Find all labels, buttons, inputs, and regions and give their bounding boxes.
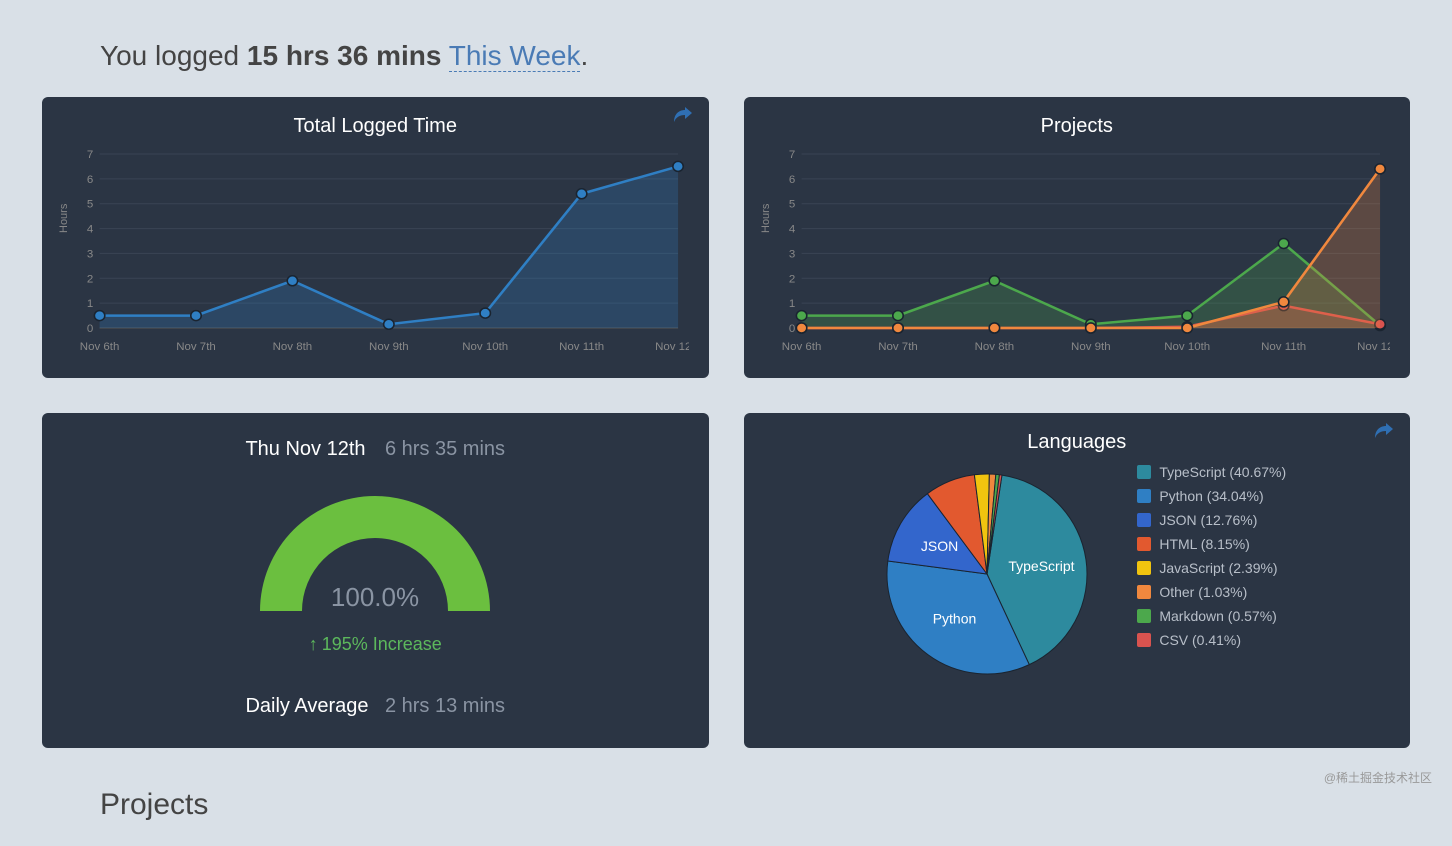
legend-label: Markdown (0.57%)	[1159, 608, 1277, 624]
legend-label: JSON (12.76%)	[1159, 512, 1257, 528]
svg-text:2: 2	[788, 273, 794, 285]
legend-label: JavaScript (2.39%)	[1159, 560, 1277, 576]
svg-text:Python: Python	[933, 610, 977, 626]
y-axis-label: Hours	[760, 204, 772, 233]
svg-text:Nov 9th: Nov 9th	[369, 341, 409, 353]
legend-item[interactable]: CSV (0.41%)	[1137, 632, 1286, 648]
legend-label: TypeScript (40.67%)	[1159, 464, 1286, 480]
svg-text:Nov 12th: Nov 12th	[1357, 341, 1390, 353]
svg-text:Nov 10th: Nov 10th	[462, 341, 508, 353]
svg-text:Nov 11th: Nov 11th	[559, 341, 604, 353]
card-title: Languages	[764, 431, 1391, 454]
languages-legend: TypeScript (40.67%) Python (34.04%) JSON…	[1137, 464, 1286, 656]
svg-text:0: 0	[87, 323, 93, 335]
projects-chart: 0 1 2 3 4 5 6 7 Nov 6th Nov 7th Nov 8th Nov 9th Nov …	[764, 148, 1391, 358]
legend-label: CSV (0.41%)	[1159, 632, 1241, 648]
svg-text:3: 3	[788, 249, 794, 261]
svg-text:2: 2	[87, 273, 93, 285]
svg-text:6: 6	[788, 174, 794, 186]
svg-text:5: 5	[788, 199, 794, 211]
summary-prefix: You logged	[100, 40, 247, 71]
svg-text:4: 4	[87, 224, 93, 236]
legend-item[interactable]: TypeScript (40.67%)	[1137, 464, 1286, 480]
watermark: @稀土掘金技术社区	[1324, 769, 1432, 786]
svg-text:Nov 12th: Nov 12th	[655, 341, 688, 353]
total-logged-time-chart: 0 1 2 3 4 5 6 7 Nov 6th Nov 7th Nov 8th Nov 9th Nov …	[62, 148, 689, 358]
svg-text:100.0%: 100.0%	[331, 582, 419, 612]
summary-header: You logged 15 hrs 36 mins This Week.	[100, 40, 1422, 72]
svg-text:TypeScript: TypeScript	[1009, 558, 1075, 574]
svg-text:Nov 9th: Nov 9th	[1071, 341, 1111, 353]
svg-text:Nov 11th: Nov 11th	[1261, 341, 1306, 353]
increase-indicator: ↑195% Increase	[62, 634, 689, 655]
legend-item[interactable]: JavaScript (2.39%)	[1137, 560, 1286, 576]
svg-text:7: 7	[788, 149, 794, 161]
legend-item[interactable]: Markdown (0.57%)	[1137, 608, 1286, 624]
legend-item[interactable]: Python (34.04%)	[1137, 488, 1286, 504]
languages-pie-chart: TypeScript Python JSON	[867, 464, 1107, 684]
svg-text:Nov 6th: Nov 6th	[80, 341, 120, 353]
gauge-date: Thu Nov 12th	[245, 438, 365, 460]
card-title: Projects	[764, 115, 1391, 138]
svg-text:Nov 6th: Nov 6th	[781, 341, 821, 353]
svg-text:1: 1	[788, 298, 794, 310]
gauge-duration: 6 hrs 35 mins	[385, 438, 505, 460]
svg-text:Nov 10th: Nov 10th	[1164, 341, 1210, 353]
total-logged-time-card: Total Logged Time Hours 0 1 2 3 4 5 6 7 Nov 6th N…	[42, 97, 709, 378]
svg-text:7: 7	[87, 149, 93, 161]
share-icon[interactable]	[1374, 423, 1394, 444]
svg-text:5: 5	[87, 199, 93, 211]
increase-text: 195% Increase	[322, 634, 442, 654]
summary-time: 15 hrs 36 mins	[247, 40, 442, 71]
daily-avg-label: Daily Average	[245, 695, 368, 717]
svg-text:3: 3	[87, 249, 93, 261]
svg-text:Nov 7th: Nov 7th	[878, 341, 918, 353]
summary-suffix: .	[580, 40, 588, 71]
share-icon[interactable]	[673, 107, 693, 128]
daily-avg-value: 2 hrs 13 mins	[385, 695, 505, 717]
projects-chart-card: Projects Hours 0 1 2 3 4 5 6 7 Nov 6th Nov 7th Nov…	[744, 97, 1411, 378]
svg-text:0: 0	[788, 323, 794, 335]
svg-text:6: 6	[87, 174, 93, 186]
projects-heading: Projects	[100, 788, 1422, 822]
y-axis-label: Hours	[58, 204, 70, 233]
svg-text:JSON: JSON	[921, 538, 958, 554]
legend-label: HTML (8.15%)	[1159, 536, 1250, 552]
daily-gauge-card: Thu Nov 12th 6 hrs 35 mins 100.0% ↑195% …	[42, 413, 709, 748]
legend-item[interactable]: JSON (12.76%)	[1137, 512, 1286, 528]
gauge-chart: 100.0%	[240, 476, 510, 626]
svg-text:Nov 7th: Nov 7th	[176, 341, 216, 353]
svg-text:Nov 8th: Nov 8th	[974, 341, 1014, 353]
languages-card: Languages TypeScript Python JSON TypeScrip…	[744, 413, 1411, 748]
arrow-up-icon: ↑	[309, 634, 318, 654]
legend-item[interactable]: Other (1.03%)	[1137, 584, 1286, 600]
time-range-link[interactable]: This Week	[449, 40, 581, 72]
svg-text:1: 1	[87, 298, 93, 310]
svg-text:4: 4	[788, 224, 794, 236]
svg-text:Nov 8th: Nov 8th	[273, 341, 313, 353]
legend-item[interactable]: HTML (8.15%)	[1137, 536, 1286, 552]
legend-label: Python (34.04%)	[1159, 488, 1263, 504]
card-title: Total Logged Time	[62, 115, 689, 138]
legend-label: Other (1.03%)	[1159, 584, 1247, 600]
